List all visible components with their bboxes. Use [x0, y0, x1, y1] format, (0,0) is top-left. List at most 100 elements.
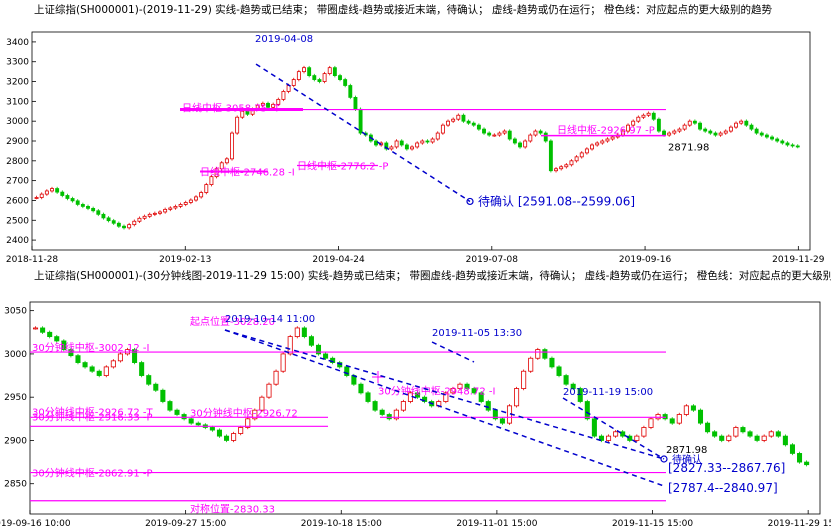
- chart1-candle-body: [199, 192, 204, 198]
- chart2-candle-body: [82, 362, 88, 368]
- chart2-candle-body: [697, 409, 704, 424]
- chart2-candle-body: [54, 336, 60, 342]
- chart1-candle-body: [667, 132, 672, 136]
- chart1-ytick-label: 2800: [6, 157, 29, 167]
- chart2-candle-body: [110, 360, 116, 368]
- chart1-candle-body: [163, 208, 168, 213]
- chart1-candle-body: [440, 124, 445, 134]
- chart2-trend-label: 2019-10-14 11:00: [225, 314, 315, 325]
- chart1-last-price-label: 2871.98: [668, 143, 709, 154]
- chart2-trend-end-circle: [660, 455, 668, 463]
- chart1-candle-body: [739, 120, 744, 124]
- chart1-candle-body: [312, 75, 317, 80]
- chart1-candle-body: [384, 142, 389, 150]
- chart2-pivot-label: 30分钟线中枢-2926.72 -T: [32, 405, 153, 418]
- chart1-candle-body: [34, 197, 39, 199]
- chart1-candle-body: [188, 199, 193, 203]
- chart2-candle-body: [422, 396, 428, 402]
- chart2-trend-line: [562, 397, 665, 460]
- chart2-candle-body: [528, 357, 534, 372]
- chart2-candle-body: [478, 392, 484, 402]
- chart1-candle-body: [168, 207, 173, 210]
- chart1-candle-body: [348, 85, 353, 98]
- chart1-candle-body: [75, 200, 80, 205]
- chart1-ytick-label: 2600: [6, 196, 29, 206]
- chart1-candle-body: [672, 130, 677, 134]
- chart1-candle-body: [554, 168, 558, 172]
- chart2-candle-body: [613, 431, 619, 437]
- chart1-candle-body: [142, 215, 147, 219]
- chart1-ytick-label: 3000: [6, 117, 29, 127]
- chart2-candle-body: [117, 353, 123, 362]
- chart1-candle-body: [147, 213, 152, 217]
- chart1-candle-body: [50, 188, 54, 192]
- chart1-candle-body: [60, 191, 65, 196]
- chart1-candle-body: [543, 132, 548, 142]
- chart1-candle-body: [219, 162, 224, 170]
- chart2-candle-body: [726, 435, 732, 441]
- chart2-candle-body: [797, 453, 803, 463]
- chart1-candle-body: [317, 79, 322, 82]
- chart2-candle-body: [584, 401, 590, 420]
- chart1-candle-body: [266, 102, 270, 108]
- chart2-trend-label: 2019-11-19 15:00: [563, 387, 653, 398]
- chart1-trend-start-label: 2019-04-08: [255, 34, 313, 45]
- chart2-trend-line: [431, 341, 475, 363]
- chart2-candle-body: [457, 383, 463, 389]
- chart2-candle-body: [740, 427, 746, 433]
- chart1-candle-body: [404, 144, 409, 150]
- chart2-candle-body: [641, 427, 647, 437]
- chart1-candle-body: [584, 148, 589, 154]
- chart1-candle-body: [80, 204, 85, 207]
- chart1-candle-body: [410, 146, 414, 150]
- chart2-frame: [29, 301, 821, 515]
- chart1-ytick-label: 3100: [6, 97, 29, 107]
- chart2-candle-body: [521, 370, 527, 389]
- chart1-candle-body: [291, 79, 296, 86]
- chart2-candle-body: [358, 383, 364, 394]
- chart2-ytick-label: 2900: [4, 436, 27, 446]
- chart2-candle-body: [393, 409, 399, 420]
- chart1-candle-body: [65, 195, 70, 199]
- chart1-candle-body: [512, 138, 517, 144]
- chart2-candle-body: [96, 370, 102, 376]
- chart1-candle-body: [122, 225, 126, 229]
- chart1-candle-body: [91, 207, 96, 212]
- chart1-candle-body: [302, 67, 306, 73]
- chart1-candle-body: [415, 142, 420, 148]
- chart1-candle-body: [651, 112, 656, 120]
- chart1-candle-body: [507, 130, 512, 140]
- chart2-candle-body: [782, 435, 788, 446]
- chart2-candle-body: [308, 336, 314, 346]
- chart1-candle-body: [132, 220, 137, 226]
- chart2-candle-body: [280, 353, 286, 372]
- chart2-pivot-label: 30分钟线中枢-3002.12 -I: [32, 341, 149, 354]
- chart1-candle-body: [703, 128, 708, 132]
- chart1-candle-body: [631, 120, 636, 126]
- chart2-pivot-label: 30分钟线中枢-2916.33 -P: [32, 410, 153, 423]
- chart2-candle-body: [40, 327, 46, 333]
- chart1-candle-body: [209, 176, 214, 186]
- chart1-candle-body: [327, 67, 332, 75]
- chart1-candle-body: [764, 134, 769, 138]
- chart1-candle-body: [271, 103, 276, 108]
- chart2-candle-body: [627, 435, 633, 441]
- chart2-candle-body: [471, 388, 477, 394]
- chart2-candle-body: [400, 401, 406, 411]
- chart1-candle-body: [744, 120, 749, 126]
- chart2-xtick-label: 2019-11-15 15:00: [612, 519, 693, 529]
- chart1-candle-body: [322, 73, 327, 82]
- chart2-range-label: [2787.4--2840.97]: [668, 481, 778, 495]
- chart2-candle-body: [245, 418, 251, 428]
- chart2-candle-body: [181, 414, 187, 420]
- chart2-candle-body: [323, 353, 329, 359]
- chart1-candle-body: [728, 126, 733, 132]
- chart1-candle-body: [420, 140, 425, 144]
- chart2-candle-body: [315, 344, 322, 355]
- chart2-xtick-label: 2019-10-18 15:00: [301, 519, 382, 529]
- chart1-candle-body: [487, 132, 492, 136]
- chart1-candle-body: [260, 102, 265, 106]
- chart1-candle-body: [240, 110, 245, 118]
- chart2-candle-body: [598, 435, 604, 441]
- chart1-candle-body: [296, 71, 301, 80]
